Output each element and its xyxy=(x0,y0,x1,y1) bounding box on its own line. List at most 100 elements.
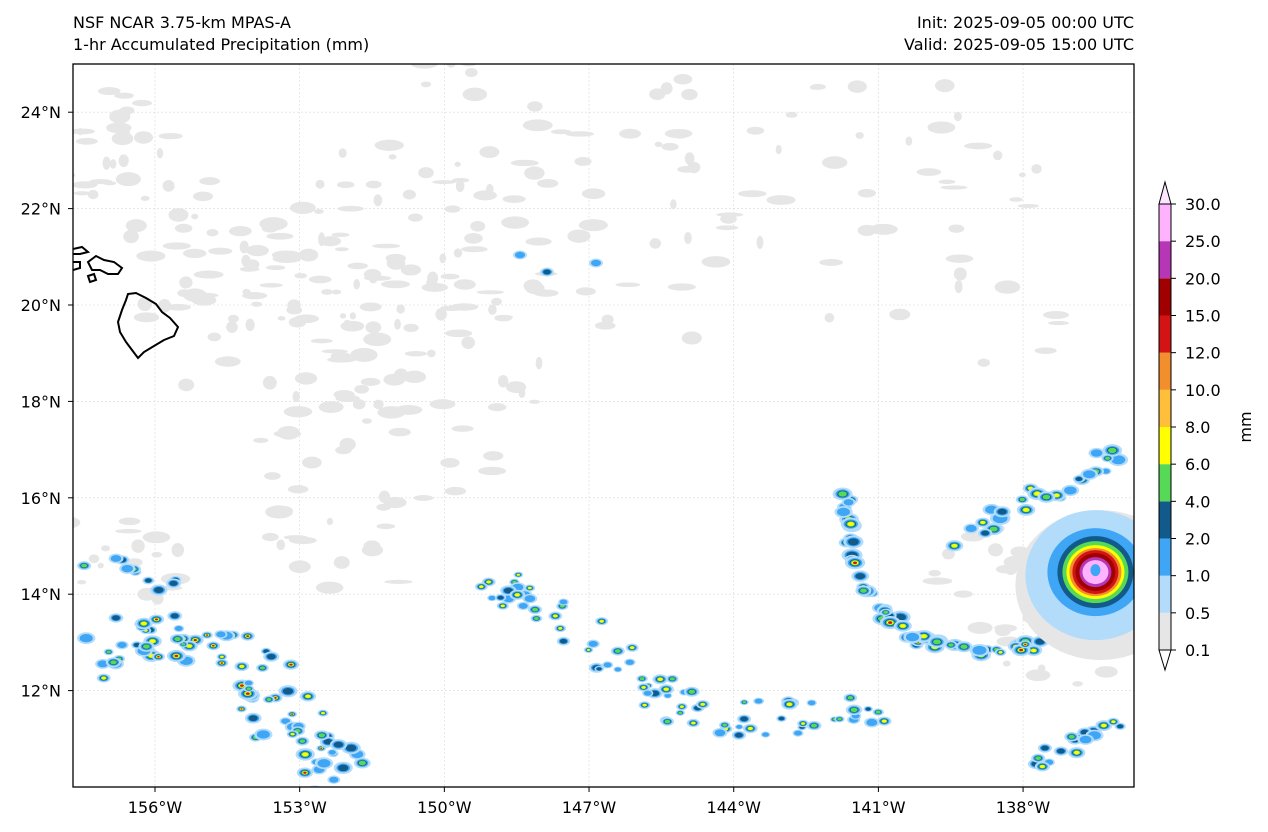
precip-cell xyxy=(246,635,250,638)
light-precip-cell xyxy=(158,298,172,313)
light-precip-cell xyxy=(451,425,474,432)
light-precip-cell xyxy=(109,159,117,169)
precip-cell xyxy=(169,580,178,586)
precip-cell xyxy=(289,663,293,666)
light-precip-cell xyxy=(824,313,835,323)
colorbar-segment xyxy=(1159,612,1171,650)
precip-cell xyxy=(1108,447,1117,454)
precip-cell xyxy=(170,613,179,619)
light-precip-cell xyxy=(179,276,193,289)
precip-cell xyxy=(1023,508,1029,512)
colorbar: 0.1 0.5 1.0 2.0 4.0 6.0 8.0 10.0 12.0 15.0 20.0 25.… xyxy=(1158,180,1255,672)
precip-cell xyxy=(282,687,294,695)
colorbar-segment xyxy=(1159,575,1171,613)
light-precip-cell xyxy=(429,399,456,410)
light-precip-cell xyxy=(977,358,990,367)
light-precip-cell xyxy=(664,128,693,139)
light-precip-cell xyxy=(251,301,263,307)
light-precip-cell xyxy=(408,213,423,222)
light-precip-cell xyxy=(288,560,311,573)
precip-cell xyxy=(688,689,696,694)
precip-cell xyxy=(101,676,106,680)
precip-cell xyxy=(256,730,270,739)
precip-cell xyxy=(1019,648,1024,652)
precip-cell xyxy=(1035,638,1045,645)
light-precip-cell xyxy=(165,303,191,311)
light-precip-cell xyxy=(101,545,111,552)
light-precip-cell xyxy=(350,347,378,362)
light-precip-cell xyxy=(337,205,364,212)
light-precip-cell xyxy=(343,319,352,327)
precip-cell xyxy=(527,586,532,590)
light-precip-cell xyxy=(581,188,606,200)
light-precip-cell xyxy=(855,132,864,139)
precip-cell xyxy=(362,811,370,816)
light-precip-cell xyxy=(953,111,962,122)
precip-cell xyxy=(1019,497,1025,502)
coastline xyxy=(73,245,180,360)
light-precip-cell xyxy=(716,212,744,217)
light-precip-cell xyxy=(402,189,416,200)
light-precip-cell xyxy=(266,232,294,240)
precip-cell xyxy=(722,723,728,727)
light-precip-cell xyxy=(321,288,333,295)
precip-cell xyxy=(318,733,326,738)
precip-cell xyxy=(847,695,854,700)
light-precip-cell xyxy=(314,209,324,214)
precip-cell xyxy=(778,716,785,721)
precip-cell xyxy=(308,787,321,796)
light-precip-cell xyxy=(102,156,111,170)
light-precip-cell xyxy=(97,562,104,569)
colorbar-tick-label: 4.0 xyxy=(1185,492,1210,511)
precip-cell xyxy=(246,687,252,691)
colorbar-unit-label: mm xyxy=(1236,411,1255,442)
light-precip-cell xyxy=(594,321,616,330)
light-precip-cell xyxy=(388,154,397,160)
precip-cell xyxy=(742,701,747,704)
light-precip-cell xyxy=(394,404,423,415)
precip-cell xyxy=(205,634,209,636)
precip-cell xyxy=(345,744,357,752)
colorbar-segment xyxy=(1159,538,1171,576)
light-precip-cell xyxy=(410,64,438,69)
light-precip-cell xyxy=(497,374,509,388)
light-precip-cell xyxy=(869,223,898,235)
precip-cell xyxy=(847,538,859,546)
axis-ticks: 156°W 153°W 150°W 147°W 144°W 141°W 138°W 24°N 2… xyxy=(21,103,1051,817)
light-precip-cell xyxy=(171,543,185,558)
light-precip-cell xyxy=(766,195,796,205)
light-precip-cell xyxy=(298,248,319,262)
precip-cell xyxy=(358,760,366,766)
light-precip-cell xyxy=(265,265,286,271)
light-precip-cell xyxy=(134,131,153,144)
precip-cell xyxy=(244,680,253,686)
light-precip-cell xyxy=(287,485,309,494)
light-precip-cell xyxy=(565,131,595,137)
colorbar-segment xyxy=(1159,501,1171,539)
precip-cell xyxy=(1042,494,1051,500)
colorbar-tick-label: 8.0 xyxy=(1185,418,1210,437)
light-precip-cell xyxy=(262,375,277,390)
light-precip-cell xyxy=(286,305,303,315)
precip-cell xyxy=(641,686,646,689)
precip-cell xyxy=(900,624,906,628)
light-precip-cell xyxy=(45,138,67,149)
maui-coastline xyxy=(86,254,124,275)
light-precip-cell xyxy=(440,457,460,468)
light-precip-cell xyxy=(253,437,269,443)
light-precip-cell xyxy=(333,556,350,569)
light-precip-cell xyxy=(479,146,500,158)
light-precip-cell xyxy=(444,329,473,338)
precip-cell xyxy=(273,696,277,699)
precip-cell xyxy=(972,645,987,655)
light-precip-cell xyxy=(670,199,677,210)
precip-cell xyxy=(145,578,152,583)
light-precip-cell xyxy=(349,312,357,320)
light-precip-cell xyxy=(525,237,552,246)
precip-cell xyxy=(837,717,842,721)
light-precip-cell xyxy=(131,539,145,553)
light-precip-cell xyxy=(352,399,366,410)
light-precip-cell xyxy=(491,297,502,306)
precip-cell xyxy=(762,732,770,737)
precip-cell xyxy=(174,654,179,658)
